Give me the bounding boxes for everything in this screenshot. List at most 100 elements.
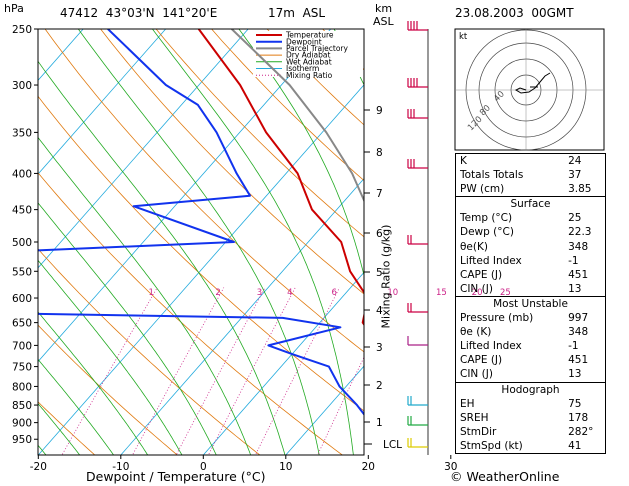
general-index-row: Totals Totals 37 — [456, 168, 605, 182]
dry-adiabat-line — [38, 172, 343, 455]
index-value: 13 — [568, 282, 582, 295]
pressure-tick-label: 600 — [12, 293, 32, 305]
index-value: 451 — [568, 268, 589, 281]
hodograph-section-title: Hodograph — [456, 381, 605, 397]
index-label: K — [460, 155, 467, 167]
pressure-tick-label: 950 — [12, 434, 32, 446]
temperature-line — [197, 29, 364, 327]
index-value: 282° — [568, 425, 594, 438]
dry-adiabat-line — [155, 29, 364, 238]
asl-label: ASL — [373, 15, 394, 28]
station-info: 47412 43°03'N 141°20'E — [60, 6, 218, 20]
wet-adiabat-line — [77, 29, 320, 455]
mixing-ratio-tick-label: 1 — [148, 288, 153, 298]
legend-label: Isotherm — [286, 64, 319, 73]
km-tick-label: 6 — [376, 228, 383, 240]
index-value: 75 — [568, 397, 582, 410]
index-label: StmSpd (kt) — [460, 439, 523, 452]
wet-adiabat-line — [397, 0, 462, 470]
hodograph-unit-label: kt — [459, 32, 468, 42]
mixing-ratio-tick-label: 25 — [500, 288, 511, 298]
surface-index-row: CIN (J) 13 — [456, 282, 605, 297]
index-value: 22.3 — [568, 226, 592, 239]
index-label: θe(K) — [460, 240, 488, 253]
mixing-ratio-line — [207, 287, 296, 455]
mixing-ratio-tick-label: 4 — [287, 288, 292, 298]
index-value: 25 — [568, 212, 582, 225]
km-tick-label: 9 — [376, 105, 383, 117]
legend-label: Mixing Ratio — [286, 71, 333, 80]
km-tick-label: 5 — [376, 267, 383, 279]
temperature-tick-label: 20 — [362, 461, 375, 473]
index-value: 3.85 — [568, 183, 592, 196]
unstable-index-row: CAPE (J) 451 — [456, 353, 605, 367]
pressure-tick-label: 500 — [12, 237, 32, 249]
pressure-tick-label: 800 — [12, 381, 32, 393]
wet-adiabat-line — [38, 136, 252, 455]
hodograph-frame — [454, 28, 605, 151]
hodograph-index-row: EH 75 — [456, 397, 605, 411]
index-label: Totals Totals — [460, 169, 524, 182]
index-label: EH — [460, 397, 475, 410]
index-value: 348 — [568, 240, 589, 253]
surface-index-row: Dewp (°C) 22.3 — [456, 225, 605, 239]
index-label: Pressure (mb) — [460, 312, 534, 325]
pressure-unit-label: hPa — [4, 2, 24, 15]
index-value: 13 — [568, 368, 582, 381]
index-label: CAPE (J) — [460, 268, 503, 281]
isotherm-line — [38, 29, 84, 81]
index-label: CIN (J) — [460, 282, 493, 295]
km-tick-label: 1 — [376, 417, 383, 429]
dry-adiabat-line — [624, 0, 629, 470]
index-label: SREH — [460, 411, 489, 424]
pressure-tick-label: 900 — [12, 418, 32, 430]
dry-adiabat-line — [38, 248, 261, 455]
hodograph-index-row: StmDir 282° — [456, 425, 605, 439]
general-index-row: K 24 — [456, 154, 605, 168]
wet-adiabat-line — [38, 402, 81, 455]
pressure-tick-label: 250 — [12, 24, 32, 36]
unstable-section-title: Most Unstable — [456, 295, 605, 312]
pressure-tick-label: 850 — [12, 400, 32, 412]
pressure-tick-label: 300 — [12, 80, 32, 92]
station-elevation: 17m ASL — [268, 6, 326, 20]
km-tick-label: 4 — [376, 305, 383, 317]
pressure-tick-label: 400 — [12, 168, 32, 180]
index-value: 41 — [568, 439, 582, 452]
datetime: 23.08.2003 00GMT — [455, 6, 574, 20]
wet-adiabat-line — [38, 259, 183, 455]
surface-section-title: Surface — [456, 196, 605, 212]
index-label: CAPE (J) — [460, 354, 503, 367]
index-value: 37 — [568, 169, 582, 182]
km-tick-label: 3 — [376, 342, 383, 354]
index-label: StmDir — [460, 425, 497, 438]
pressure-tick-label: 650 — [12, 318, 32, 330]
dry-adiabat-line — [38, 95, 364, 412]
isotherm-line — [38, 29, 167, 175]
unstable-index-row: Pressure (mb) 997 — [456, 311, 605, 325]
legend-label: Dry Adiabat — [286, 51, 330, 60]
index-value: 178 — [568, 411, 589, 424]
surface-index-row: Temp (°C) 25 — [456, 211, 605, 225]
temperature-tick-label: 0 — [200, 461, 207, 473]
wet-adiabat-line — [238, 29, 364, 278]
parcel-trajectory-line — [231, 29, 364, 203]
legend-label: Temperature — [285, 31, 334, 40]
hodograph-index-row: StmSpd (kt) 41 — [456, 439, 605, 453]
mixing-ratio-tick-label: 10 — [387, 288, 398, 298]
copyright: © WeatherOnline — [450, 469, 560, 484]
surface-index-row: Lifted Index -1 — [456, 254, 605, 268]
km-label: km — [375, 2, 393, 15]
unstable-index-row: θe (K) 348 — [456, 325, 605, 339]
mixing-ratio-axis-label: Mixing Ratio (g/kg) — [379, 224, 393, 329]
mixing-ratio-tick-label: 3 — [257, 288, 262, 298]
index-label: Lifted Index — [460, 254, 522, 267]
isotherm-line — [202, 271, 364, 455]
pressure-tick-label: 550 — [12, 266, 32, 278]
temperature-tick-label: -20 — [30, 461, 47, 473]
index-value: 348 — [568, 326, 589, 339]
isotherm-line — [38, 84, 364, 455]
index-value: -1 — [568, 254, 579, 267]
